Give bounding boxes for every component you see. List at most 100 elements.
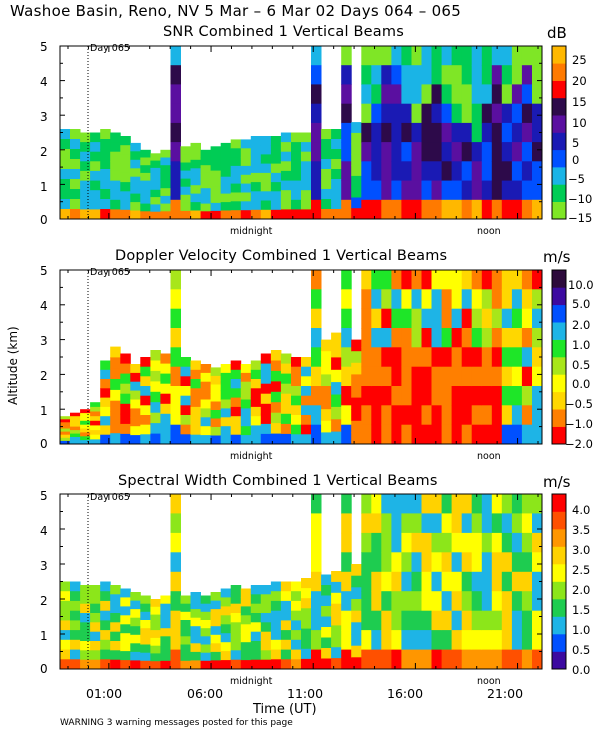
heatmap-cell (180, 357, 191, 368)
heatmap-cell (331, 189, 342, 200)
heatmap-cell (70, 440, 81, 445)
heatmap-cell (311, 270, 322, 290)
heatmap-cell (471, 84, 483, 105)
heatmap-cell (511, 366, 523, 387)
y-tick-label: 5 (40, 489, 48, 503)
heatmap-cell (321, 139, 332, 150)
heatmap-cell (361, 180, 372, 201)
heatmap-cell (110, 180, 121, 191)
heatmap-cell (170, 494, 181, 514)
heatmap-cell (80, 585, 91, 595)
heatmap-cell (481, 649, 493, 670)
heatmap-cell (90, 659, 101, 670)
heatmap-cell (441, 65, 453, 85)
heatmap-cell (160, 403, 171, 415)
heatmap-cell (190, 142, 201, 152)
heatmap-cell (321, 637, 332, 649)
heatmap-cell (521, 649, 533, 670)
heatmap-cell (170, 591, 181, 612)
heatmap-cell (321, 129, 332, 140)
heatmap-cell (421, 46, 432, 66)
heatmap-cell (150, 402, 161, 414)
heatmap-cell (80, 409, 91, 414)
heatmap-cell (421, 122, 432, 143)
heatmap-cell (100, 406, 111, 417)
heatmap-cell (471, 46, 483, 66)
heatmap-cell (431, 610, 442, 631)
heatmap-cell (230, 641, 242, 651)
heatmap-cell (280, 190, 292, 201)
heatmap-cell (160, 165, 171, 174)
heatmap-cell (461, 591, 473, 612)
heatmap-cell (200, 603, 212, 613)
heatmap-cell (341, 649, 352, 670)
heatmap-cell (280, 600, 292, 612)
heatmap-cell (401, 649, 412, 670)
heatmap-cell (501, 142, 513, 162)
heatmap-cell (411, 610, 422, 631)
midnight-marker: midnight (230, 676, 273, 687)
heatmap-cell (291, 630, 302, 641)
heatmap-cell (110, 357, 121, 369)
heatmap-cell (381, 328, 392, 348)
heatmap-cell (501, 610, 513, 631)
heatmap-cell (291, 610, 302, 621)
heatmap-cell (60, 416, 71, 420)
heatmap-cell (421, 571, 432, 592)
heatmap-cell (521, 386, 533, 406)
heatmap-cell (291, 209, 302, 220)
heatmap-cell (270, 423, 282, 434)
heatmap-cell (391, 649, 402, 670)
heatmap-cell (180, 170, 191, 180)
heatmap-cell (180, 386, 191, 397)
heatmap-cell (481, 142, 493, 162)
heatmap-cell (311, 630, 322, 650)
heatmap-cell (441, 630, 453, 650)
heatmap-cell (190, 159, 201, 169)
heatmap-cell (361, 405, 372, 426)
heatmap-cell (521, 84, 533, 105)
heatmap-cell (461, 84, 473, 105)
heatmap-cell (501, 571, 513, 592)
heatmap-cell (391, 289, 402, 310)
heatmap-cell (230, 379, 242, 389)
heatmap-cell (391, 532, 402, 553)
heatmap-cell (120, 163, 131, 174)
heatmap-cell (501, 513, 513, 534)
heatmap-cell (371, 630, 382, 650)
heatmap-cell (521, 494, 533, 514)
heatmap-cell (240, 588, 252, 598)
noon-marker: noon (477, 676, 501, 687)
colorbar-tick-label: 10.0 (568, 278, 594, 292)
colorbar-segment (552, 546, 566, 565)
heatmap-cell (471, 532, 483, 553)
heatmap-cell (291, 180, 302, 191)
heatmap-cell (401, 84, 412, 105)
heatmap-cell (521, 103, 533, 124)
colorbar-segment (552, 339, 566, 358)
heatmap-cell (491, 424, 503, 445)
colorbar-tick-label: 0.5 (572, 643, 591, 657)
heatmap-cell (401, 513, 412, 534)
heatmap-cell (481, 347, 493, 368)
heatmap-cell (421, 366, 432, 387)
heatmap-cell (321, 374, 332, 387)
heatmap-cell (532, 552, 543, 573)
heatmap-cell (491, 84, 503, 105)
heatmap-cell (110, 613, 121, 623)
heatmap-cell (532, 308, 543, 329)
heatmap-cell (230, 613, 242, 623)
heatmap-cell (180, 620, 191, 629)
heatmap-cell (190, 425, 201, 436)
heatmap-cell (361, 289, 372, 310)
heatmap-cell (150, 350, 161, 361)
heatmap-cell (210, 178, 222, 188)
colorbar-tick-label: 0.0 (572, 663, 591, 677)
heatmap-cell (260, 603, 272, 614)
heatmap-cell (431, 649, 442, 670)
heatmap-cell (260, 650, 272, 661)
heatmap-cell (80, 659, 91, 670)
heatmap-cell (321, 432, 332, 445)
heatmap-cell (481, 270, 493, 290)
heatmap-cell (351, 564, 362, 577)
